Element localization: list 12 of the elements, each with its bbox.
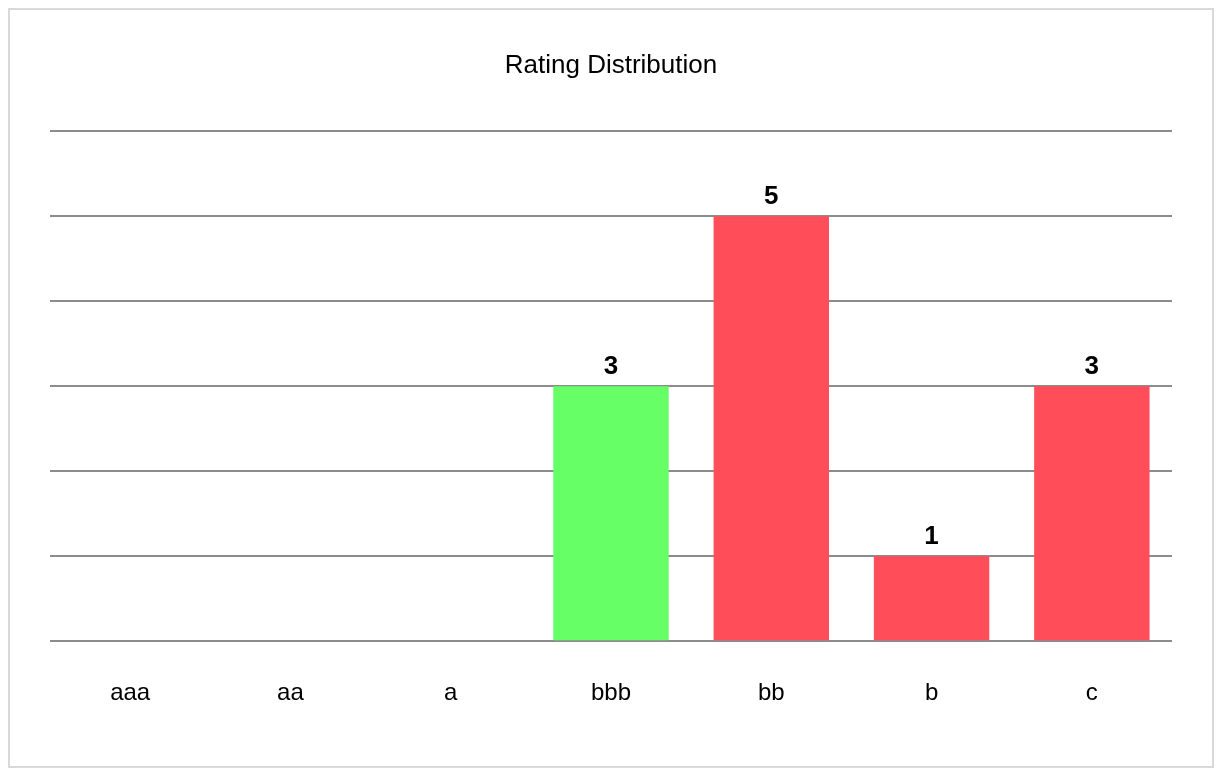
- x-tick-label: aa: [277, 678, 305, 706]
- data-label: 3: [1084, 350, 1100, 381]
- x-tick-label: bb: [757, 678, 785, 706]
- data-label: 3: [603, 350, 619, 381]
- chart-title: Rating Distribution: [504, 48, 718, 79]
- data-label: 5: [764, 180, 779, 211]
- x-tick-label: a: [444, 678, 459, 706]
- x-tick-label: b: [924, 678, 939, 706]
- x-tick-label: aaa: [110, 678, 151, 706]
- x-tick-label: c: [1085, 678, 1098, 706]
- data-label: 1: [924, 520, 939, 551]
- x-tick-label: bbb: [590, 678, 632, 706]
